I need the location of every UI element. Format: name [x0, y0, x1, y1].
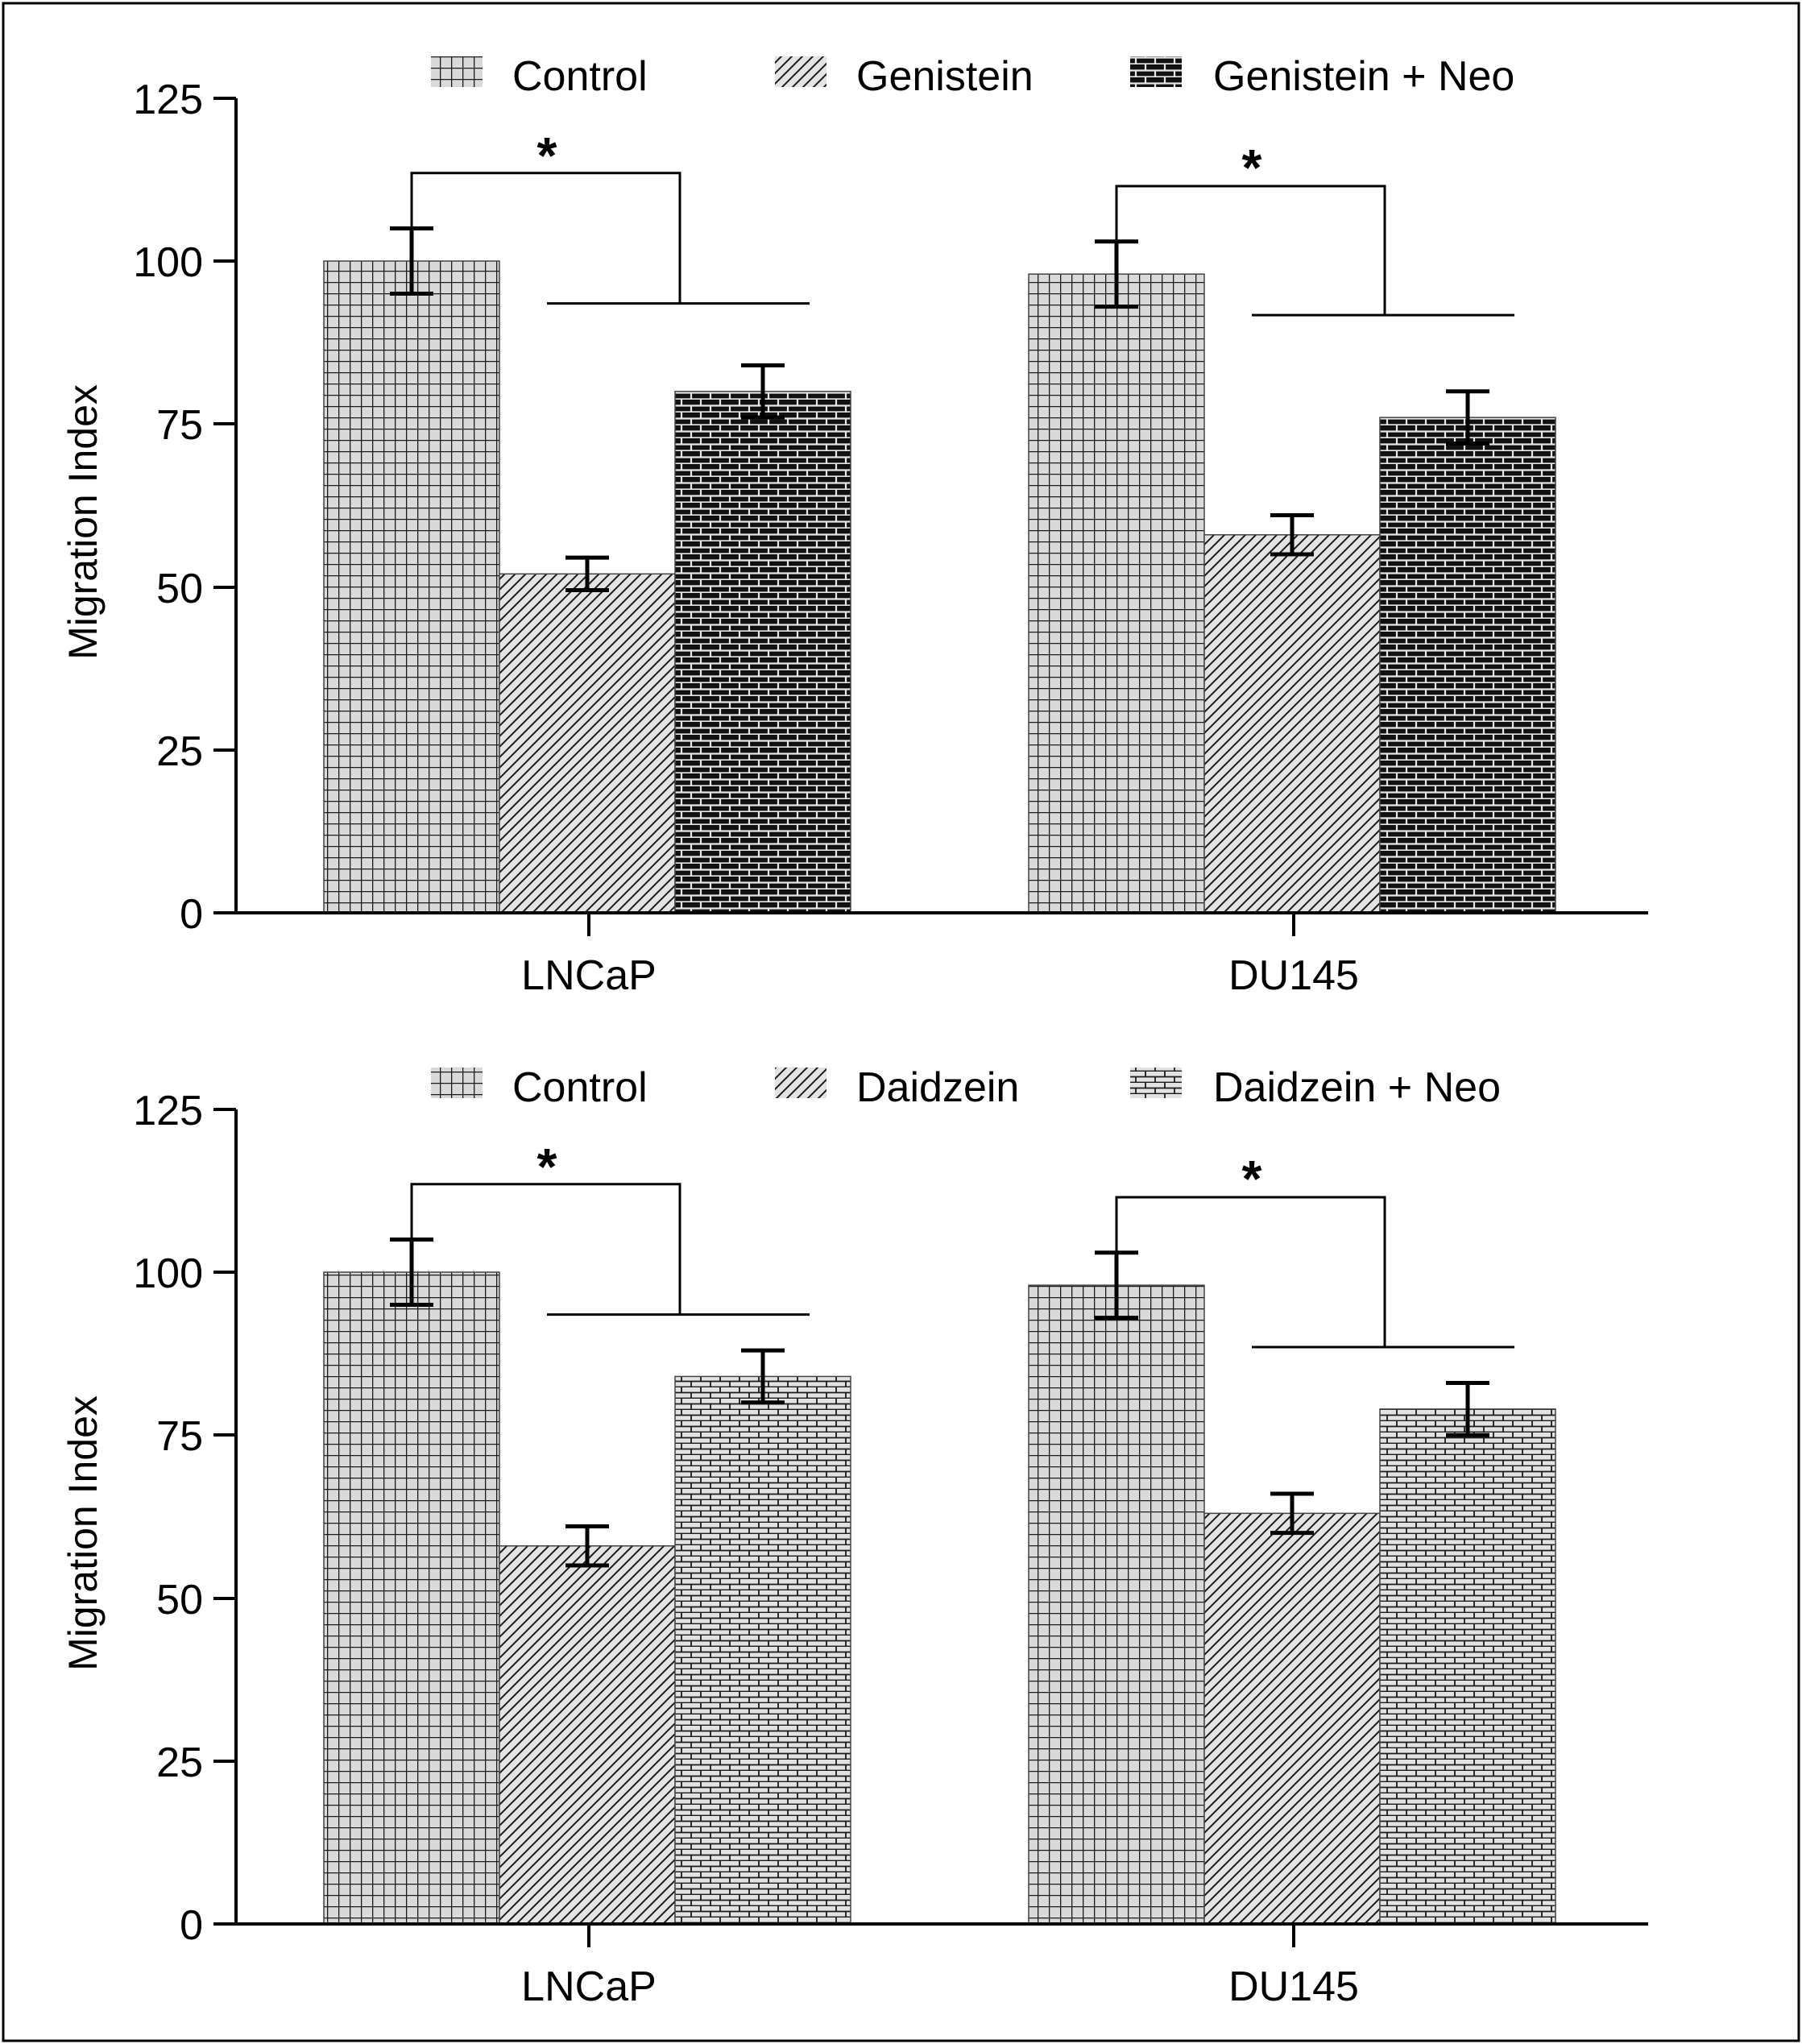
significance-star-du145: * [1242, 139, 1262, 197]
bar-du145-daidzein [1203, 1512, 1381, 1925]
significance-star-du145: * [1242, 1150, 1262, 1208]
significance-star-lncap: * [537, 126, 557, 184]
y-tick-label-100: 100 [133, 239, 203, 286]
legend-label-daidzein-neo: Daidzein + Neo [1213, 1064, 1501, 1111]
y-tick-label-50: 50 [156, 1577, 203, 1623]
error-bar-du145-genistein [1270, 513, 1314, 557]
error-bar-lncap-genistein-neo [741, 363, 785, 420]
significance-bracket-du145 [1115, 1196, 1514, 1349]
error-bar-lncap-daidzein [565, 1524, 609, 1568]
y-axis-title: Migration Index [60, 384, 106, 660]
legend-label-genistein: Genistein [856, 53, 1034, 100]
error-bar-lncap-daidzein-neo [741, 1348, 785, 1405]
legend-swatch-daidzein [775, 1068, 826, 1098]
significance-bracket-lncap [410, 1183, 810, 1316]
x-tick-label-lncap: LNCaP [521, 952, 657, 999]
significance-star-lncap: * [537, 1138, 557, 1196]
legend-label-daidzein: Daidzein [856, 1064, 1019, 1111]
y-tick-label-125: 125 [133, 1088, 203, 1134]
legend-label-control: Control [512, 53, 648, 100]
error-bar-du145-daidzein [1270, 1491, 1314, 1536]
bar-du145-genistein [1203, 534, 1381, 914]
chart-panel-top: Control Genistein Genistein + Neo Migrat… [60, 53, 1648, 999]
legend-swatch-control [431, 1068, 483, 1098]
bar-lncap-control [323, 260, 500, 914]
y-tick-label-25: 25 [156, 1739, 203, 1786]
error-bar-du145-genistein-neo [1446, 389, 1489, 446]
y-tick-label-100: 100 [133, 1250, 203, 1297]
bar-lncap-genistein [499, 573, 676, 914]
y-tick-label-0: 0 [180, 1902, 203, 1949]
bar-du145-control [1028, 1284, 1205, 1925]
y-tick-label-0: 0 [180, 891, 203, 938]
y-axis-title: Migration Index [60, 1395, 106, 1671]
x-tick-label-du145: DU145 [1228, 952, 1359, 999]
bar-lncap-daidzein-neo [674, 1375, 851, 1925]
legend: Control Genistein Genistein + Neo [431, 53, 1514, 100]
bar-du145-control [1028, 273, 1205, 914]
legend: Control Daidzein Daidzein + Neo [431, 1064, 1501, 1111]
legend-label-control: Control [512, 1064, 648, 1111]
legend-label-genistein-neo: Genistein + Neo [1213, 53, 1514, 100]
y-tick-label-75: 75 [156, 1413, 203, 1460]
y-tick-label-50: 50 [156, 566, 203, 612]
legend-swatch-genistein-neo [1130, 56, 1182, 87]
legend-swatch-genistein [775, 56, 826, 87]
bar-du145-daidzein-neo [1379, 1408, 1556, 1925]
y-tick-label-75: 75 [156, 402, 203, 449]
chart-panel-bottom: Control Daidzein Daidzein + Neo Migratio… [60, 1064, 1648, 2010]
significance-bracket-lncap [410, 172, 810, 305]
bar-lncap-control [323, 1271, 500, 1925]
legend-swatch-control [431, 56, 483, 87]
bar-lncap-genistein-neo [674, 391, 851, 914]
plot-area [323, 1183, 1556, 1925]
error-bar-du145-daidzein-neo [1446, 1381, 1489, 1437]
error-bar-lncap-genistein [565, 555, 609, 593]
x-tick-label-lncap: LNCaP [521, 1963, 657, 2010]
plot-area [323, 172, 1556, 914]
bar-lncap-daidzein [499, 1545, 676, 1925]
bar-du145-genistein-neo [1379, 417, 1556, 914]
y-tick-label-125: 125 [133, 77, 203, 123]
legend-swatch-daidzein-neo [1130, 1068, 1182, 1098]
x-tick-label-du145: DU145 [1228, 1963, 1359, 2010]
significance-bracket-du145 [1115, 184, 1514, 317]
y-tick-label-25: 25 [156, 728, 203, 775]
